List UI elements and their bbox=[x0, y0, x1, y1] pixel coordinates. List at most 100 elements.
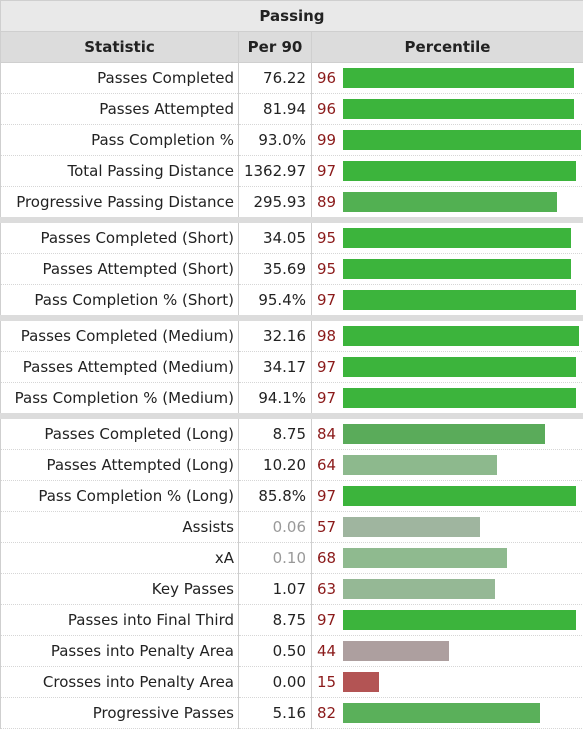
percentile-bar-track bbox=[343, 357, 583, 377]
percentile-bar bbox=[343, 517, 480, 537]
per90-value: 5.16 bbox=[239, 698, 312, 729]
statistic-label: Passes Attempted (Medium) bbox=[1, 352, 239, 383]
statistic-label: Passes Completed bbox=[1, 63, 239, 94]
percentile-cell: 97 bbox=[312, 352, 583, 383]
percentile-bar-track bbox=[343, 672, 583, 692]
percentile-cell: 97 bbox=[312, 383, 583, 417]
percentile-bar-track bbox=[343, 326, 583, 346]
percentile-bar bbox=[343, 357, 576, 377]
percentile-value: 97 bbox=[317, 487, 343, 505]
statistic-label: Crosses into Penalty Area bbox=[1, 667, 239, 698]
percentile-bar-track bbox=[343, 610, 583, 630]
statistic-label: Passes Attempted bbox=[1, 94, 239, 125]
percentile-bar-track bbox=[343, 68, 583, 88]
table-row: Pass Completion % (Medium)94.1%97 bbox=[1, 383, 583, 417]
percentile-value: 98 bbox=[317, 327, 343, 345]
statistic-label: Key Passes bbox=[1, 574, 239, 605]
statistic-label: Pass Completion % (Long) bbox=[1, 481, 239, 512]
per90-value: 93.0% bbox=[239, 125, 312, 156]
statistic-label: Progressive Passes bbox=[1, 698, 239, 729]
table-row: Pass Completion % (Long)85.8% 97 bbox=[1, 481, 583, 512]
percentile-cell: 64 bbox=[312, 450, 583, 481]
percentile-bar bbox=[343, 388, 576, 408]
percentile-value: 68 bbox=[317, 549, 343, 567]
percentile-cell: 57 bbox=[312, 512, 583, 543]
percentile-bar-track bbox=[343, 579, 583, 599]
percentile-value: 15 bbox=[317, 673, 343, 691]
percentile-bar-track bbox=[343, 641, 583, 661]
percentile-value: 95 bbox=[317, 260, 343, 278]
per90-value: 34.17 bbox=[239, 352, 312, 383]
per90-value: 8.75 bbox=[239, 416, 312, 450]
column-header-percentile[interactable]: Percentile bbox=[312, 32, 583, 63]
statistic-label: Passes into Penalty Area bbox=[1, 636, 239, 667]
percentile-bar bbox=[343, 161, 576, 181]
percentile-bar-track bbox=[343, 388, 583, 408]
percentile-bar-track bbox=[343, 130, 583, 150]
statistic-label: Total Passing Distance bbox=[1, 156, 239, 187]
per90-value: 0.50 bbox=[239, 636, 312, 667]
percentile-value: 97 bbox=[317, 162, 343, 180]
percentile-bar bbox=[343, 130, 581, 150]
table-row: Passes Attempted (Medium)34.17 97 bbox=[1, 352, 583, 383]
per90-value: 295.93 bbox=[239, 187, 312, 221]
percentile-bar-track bbox=[343, 228, 583, 248]
percentile-value: 97 bbox=[317, 358, 343, 376]
percentile-cell: 96 bbox=[312, 94, 583, 125]
percentile-value: 64 bbox=[317, 456, 343, 474]
per90-value: 81.94 bbox=[239, 94, 312, 125]
per90-value: 0.06 bbox=[239, 512, 312, 543]
per90-value: 35.69 bbox=[239, 254, 312, 285]
percentile-bar bbox=[343, 68, 574, 88]
percentile-bar bbox=[343, 703, 540, 723]
percentile-bar bbox=[343, 259, 571, 279]
section-title: Passing bbox=[1, 1, 583, 32]
column-header-statistic[interactable]: Statistic bbox=[1, 32, 239, 63]
percentile-value: 84 bbox=[317, 425, 343, 443]
percentile-bar-track bbox=[343, 99, 583, 119]
percentile-cell: 15 bbox=[312, 667, 583, 698]
percentile-bar bbox=[343, 326, 579, 346]
percentile-cell: 68 bbox=[312, 543, 583, 574]
percentile-cell: 95 bbox=[312, 220, 583, 254]
percentile-bar bbox=[343, 486, 576, 506]
per90-value: 1.07 bbox=[239, 574, 312, 605]
percentile-value: 89 bbox=[317, 193, 343, 211]
column-header-per90[interactable]: Per 90 bbox=[239, 32, 312, 63]
per90-value: 10.20 bbox=[239, 450, 312, 481]
statistic-label: Pass Completion % (Short) bbox=[1, 285, 239, 319]
percentile-bar-track bbox=[343, 517, 583, 537]
percentile-cell: 63 bbox=[312, 574, 583, 605]
statistic-label: Assists bbox=[1, 512, 239, 543]
table-row: Pass Completion % (Short)95.4%97 bbox=[1, 285, 583, 319]
statistic-label: Pass Completion % bbox=[1, 125, 239, 156]
per90-value: 85.8% bbox=[239, 481, 312, 512]
percentile-cell: 99 bbox=[312, 125, 583, 156]
percentile-bar-track bbox=[343, 548, 583, 568]
percentile-bar bbox=[343, 641, 449, 661]
percentile-bar-track bbox=[343, 455, 583, 475]
percentile-value: 82 bbox=[317, 704, 343, 722]
percentile-cell: 98 bbox=[312, 318, 583, 352]
statistic-label: Progressive Passing Distance bbox=[1, 187, 239, 221]
per90-value: 0.10 bbox=[239, 543, 312, 574]
per90-value: 32.16 bbox=[239, 318, 312, 352]
percentile-cell: 97 bbox=[312, 605, 583, 636]
percentile-bar bbox=[343, 548, 507, 568]
percentile-cell: 84 bbox=[312, 416, 583, 450]
percentile-bar bbox=[343, 455, 497, 475]
percentile-bar bbox=[343, 99, 574, 119]
statistic-label: Passes Attempted (Short) bbox=[1, 254, 239, 285]
percentile-bar bbox=[343, 228, 571, 248]
statistic-label: Passes Completed (Short) bbox=[1, 220, 239, 254]
